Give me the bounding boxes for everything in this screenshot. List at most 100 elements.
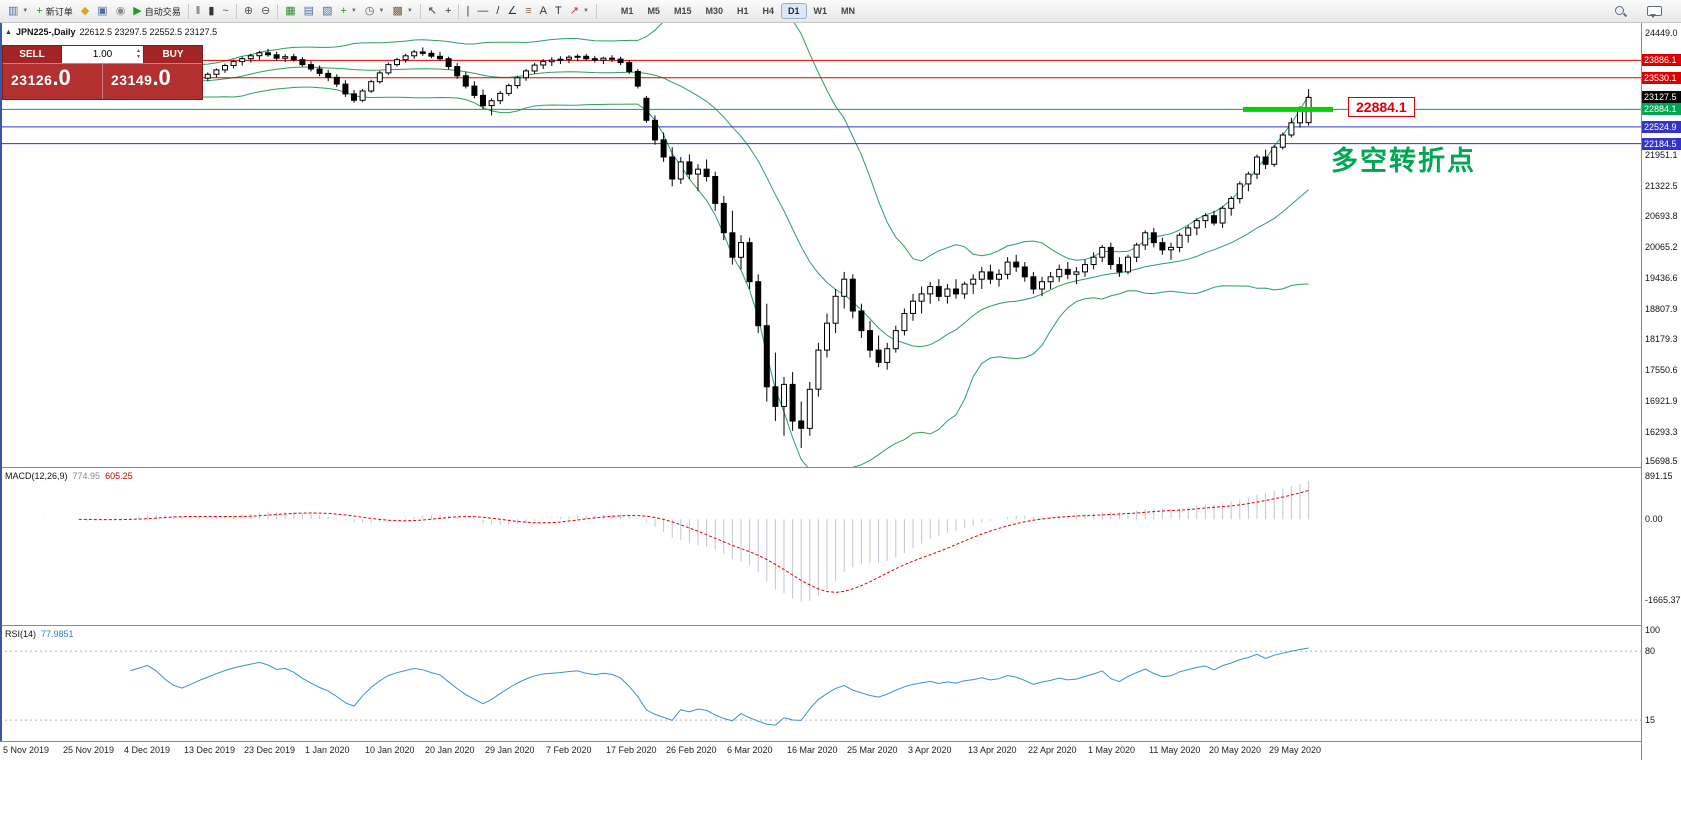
timeframe-button-h4[interactable]: H4 (762, 6, 775, 16)
current-price-badge: 23127.5 (1642, 91, 1681, 103)
bar-chart-button[interactable]: ‖ (192, 2, 205, 21)
line-chart-icon: ~ (222, 4, 229, 17)
stepper-down-icon[interactable]: ▼ (136, 54, 141, 61)
broadcast-button[interactable]: ◉ (112, 2, 130, 21)
buy-price-int: 23149 (111, 72, 153, 88)
sell-price[interactable]: 23126 .0 (3, 64, 102, 99)
chat-button[interactable] (1643, 2, 1665, 21)
date-label: 16 Mar 2020 (787, 745, 838, 755)
timeframe-button-h1[interactable]: H1 (736, 6, 749, 16)
horizontal-line-button[interactable]: — (473, 2, 492, 21)
timeframe-button-mn[interactable]: MN (841, 6, 856, 16)
line-chart-button[interactable]: ~ (218, 2, 232, 21)
macd-axis-label: 891.15 (1645, 471, 1673, 481)
support-highlight-line[interactable] (1243, 106, 1333, 112)
macd-axis-label: -1665.37 (1645, 595, 1681, 605)
data-window-icon: ▣ (97, 4, 108, 17)
volume-input[interactable]: 1.00 ▲ ▼ (61, 46, 144, 63)
timeframe-button-m5[interactable]: M5 (647, 6, 660, 16)
cursor-button[interactable]: ↖ (424, 2, 441, 21)
trendline-button[interactable]: / (492, 2, 503, 21)
fibonacci-button[interactable]: ≡ (521, 2, 535, 21)
indicators-button[interactable]: + ▼ (336, 2, 360, 21)
arrange-icons-button[interactable]: ▧ (318, 2, 336, 21)
sell-button[interactable]: SELL (3, 46, 61, 63)
timeframe-button-m15[interactable]: M15 (673, 6, 692, 16)
chevron-down-icon: ▼ (350, 8, 357, 14)
macd-panel-chart[interactable] (0, 468, 1641, 624)
rsi-panel-chart[interactable] (0, 626, 1641, 740)
panel-separator[interactable] (0, 625, 1681, 626)
turning-point-note[interactable]: 多空转折点 (1331, 146, 1476, 176)
date-label: 1 Jan 2020 (305, 745, 350, 755)
autotrading-icon: ▶ (133, 4, 142, 17)
crosshair-button[interactable]: + (441, 2, 455, 21)
panel-separator[interactable] (0, 467, 1681, 468)
tile-windows-icon: ▦ (285, 4, 296, 17)
text-icon: A (539, 4, 548, 17)
date-label: 11 May 2020 (1149, 745, 1201, 755)
new-chart-button[interactable]: ▥ ▼ (4, 2, 32, 21)
arrows-button[interactable]: ↗ ▼ (566, 2, 593, 21)
new-order-button-label: 新订单 (45, 6, 73, 17)
data-window-button[interactable]: ▣ (93, 2, 111, 21)
trendline-icon: / (496, 4, 500, 17)
buy-button[interactable]: BUY (144, 46, 202, 63)
price-label: 18179.3 (1645, 334, 1678, 344)
price-scale[interactable]: 24449.0 21951.1 21322.5 20693.8 20065.2 19436… (1641, 23, 1681, 760)
templates-icon: ▩ (392, 4, 403, 17)
date-label: 20 May 2020 (1209, 745, 1262, 755)
periods-button[interactable]: ◷ ▼ (361, 2, 389, 21)
buy-price[interactable]: 23149 .0 (102, 64, 202, 99)
zoom-in-icon: ⊕ (243, 4, 254, 17)
indicators-icon: + (340, 4, 347, 17)
vertical-line-button[interactable]: | (462, 2, 473, 21)
tile-windows-button[interactable]: ▦ (281, 2, 299, 21)
channel-button[interactable]: ∠ (503, 2, 521, 21)
one-click-trading-panel: SELL 1.00 ▲ ▼ BUY 23126 .0 23149 .0 (2, 45, 203, 100)
new-order-button[interactable]: + 新订单 (32, 2, 76, 21)
date-label: 25 Nov 2019 (63, 745, 115, 755)
main-chart[interactable] (0, 23, 1641, 467)
zoom-in-button[interactable]: ⊕ (240, 2, 257, 21)
date-label: 29 Jan 2020 (485, 745, 535, 755)
label-button[interactable]: T (551, 2, 566, 21)
date-label: 5 Nov 2019 (3, 745, 50, 755)
level-price-badge: 22884.1 (1642, 103, 1681, 115)
date-axis[interactable]: 5 Nov 2019 25 Nov 2019 4 Dec 2019 13 Dec 20… (0, 742, 1641, 760)
chevron-down-icon: ▼ (378, 8, 385, 14)
search-button[interactable] (1610, 2, 1631, 21)
macd-signal-line (78, 490, 1309, 593)
price-tag-annotation[interactable]: 22884.1 (1348, 97, 1415, 117)
market-watch-icon: ◆ (80, 4, 90, 17)
autotrading-button[interactable]: ▶ 自动交易 (129, 2, 184, 21)
symbol-header: ▲ JPN225-,Daily 22612.5 23297.5 22552.5 … (5, 27, 217, 37)
date-label: 20 Jan 2020 (425, 745, 475, 755)
zoom-out-icon: ⊖ (261, 4, 271, 17)
cascade-windows-icon: ▤ (303, 4, 315, 17)
templates-button[interactable]: ▩ ▼ (388, 2, 416, 21)
macd-value-main: 774.95 (72, 471, 101, 481)
date-label: 22 Apr 2020 (1028, 745, 1077, 755)
toolbar-separator (235, 3, 237, 19)
macd-indicator-label: MACD(12,26,9) 774.95 605.25 (5, 471, 133, 481)
timeframe-button-m30[interactable]: M30 (705, 6, 723, 16)
timeframe-button-d1[interactable]: D1 (781, 3, 807, 19)
candlestick-chart-button[interactable]: ▮ (204, 2, 218, 21)
macd-histogram (18, 481, 1310, 603)
cursor-icon: ↖ (427, 4, 438, 17)
price-label: 18807.9 (1645, 304, 1678, 314)
stepper-up-icon[interactable]: ▲ (136, 48, 141, 54)
text-button[interactable]: A (536, 2, 551, 21)
broadcast-icon: ◉ (115, 4, 126, 17)
cascade-windows-button[interactable]: ▤ (300, 2, 318, 21)
timeframe-button-w1[interactable]: W1 (813, 6, 828, 16)
market-watch-button[interactable]: ◆ (77, 2, 93, 21)
date-label: 13 Apr 2020 (968, 745, 1017, 755)
price-label: 17550.6 (1645, 365, 1678, 375)
timeframe-button-m1[interactable]: M1 (620, 6, 634, 16)
level-price-badge: 23886.1 (1642, 54, 1681, 66)
trade-panel-toggle-icon[interactable]: ▲ (5, 28, 12, 36)
zoom-out-button[interactable]: ⊖ (257, 2, 274, 21)
volume-stepper[interactable]: ▲ ▼ (136, 48, 141, 61)
